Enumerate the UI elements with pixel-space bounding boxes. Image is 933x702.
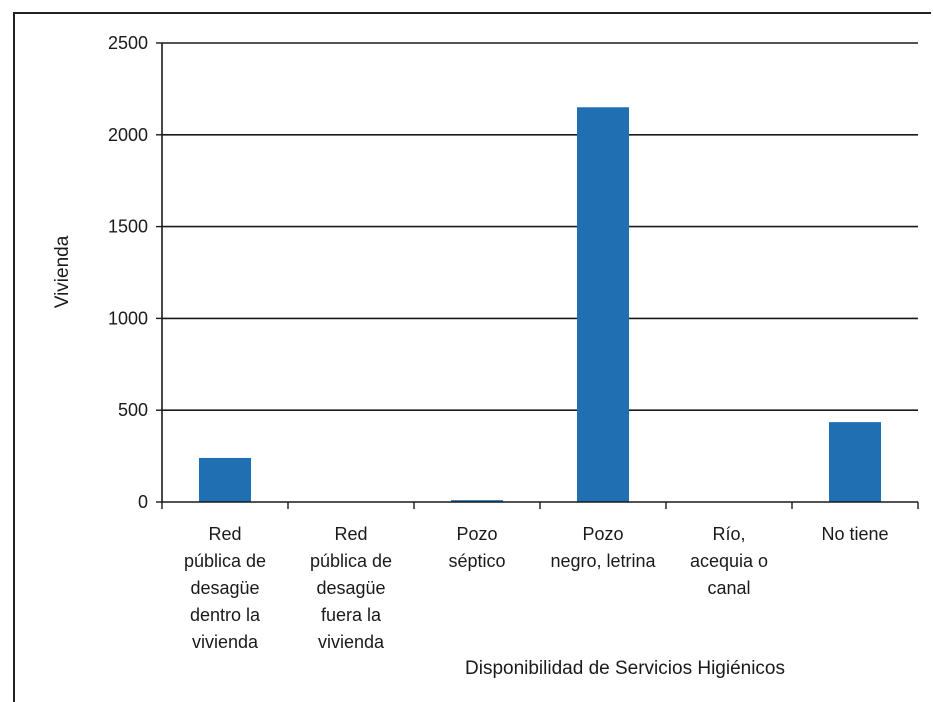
x-category-label-line: No tiene xyxy=(821,524,888,544)
x-category-label-line: pública de xyxy=(310,551,392,571)
bar xyxy=(199,457,251,502)
x-category-label: Red pública de desagüe fuera la vivienda xyxy=(310,524,392,652)
x-category-label: Red pública de desagüe dentro la vivienda xyxy=(184,524,266,652)
x-category-label-line: pública de xyxy=(184,551,266,571)
x-category-label-line: dentro la xyxy=(190,605,261,625)
chart-frame xyxy=(13,12,931,702)
x-category-label-line: negro, letrina xyxy=(550,551,656,571)
x-category-label-line: acequia o xyxy=(690,551,768,571)
x-category-label-line: séptico xyxy=(448,551,505,571)
y-tick-label: 1500 xyxy=(108,217,148,237)
y-axis-title: Vivienda xyxy=(52,235,73,308)
x-category-label-line: Red xyxy=(334,524,367,544)
bars xyxy=(199,107,881,502)
x-category-label-line: Red xyxy=(208,524,241,544)
x-category-label-line: Río, xyxy=(712,524,745,544)
y-tick-label: 1000 xyxy=(108,308,148,328)
x-category-label-line: canal xyxy=(707,578,750,598)
x-category-label-line: vivienda xyxy=(318,632,385,652)
labels: 0 500 1000 1500 2000 2500 Red pública de desagüe… xyxy=(108,33,889,652)
axes xyxy=(156,42,919,509)
gridlines xyxy=(162,42,918,412)
x-category-label-line: Pozo xyxy=(456,524,497,544)
x-category-label-line: fuera la xyxy=(321,605,382,625)
y-tick-label: 0 xyxy=(138,492,148,512)
bar xyxy=(577,107,629,502)
y-tick-label: 2000 xyxy=(108,125,148,145)
x-category-label-line: vivienda xyxy=(192,632,259,652)
x-category-label-line: desagüe xyxy=(190,578,259,598)
x-category-label-line: Pozo xyxy=(582,524,623,544)
x-category-label-line: desagüe xyxy=(316,578,385,598)
x-category-label: Pozo negro, letrina xyxy=(550,524,656,571)
x-axis-title: Disponibilidad de Servicios Higiénicos xyxy=(465,658,785,679)
x-category-label: No tiene xyxy=(821,524,888,544)
y-tick-label: 2500 xyxy=(108,33,148,53)
x-category-label: Río, acequia o canal xyxy=(690,524,768,598)
y-tick-label: 500 xyxy=(118,400,148,420)
bar xyxy=(829,422,881,502)
x-category-label: Pozo séptico xyxy=(448,524,505,571)
bar xyxy=(451,500,503,502)
